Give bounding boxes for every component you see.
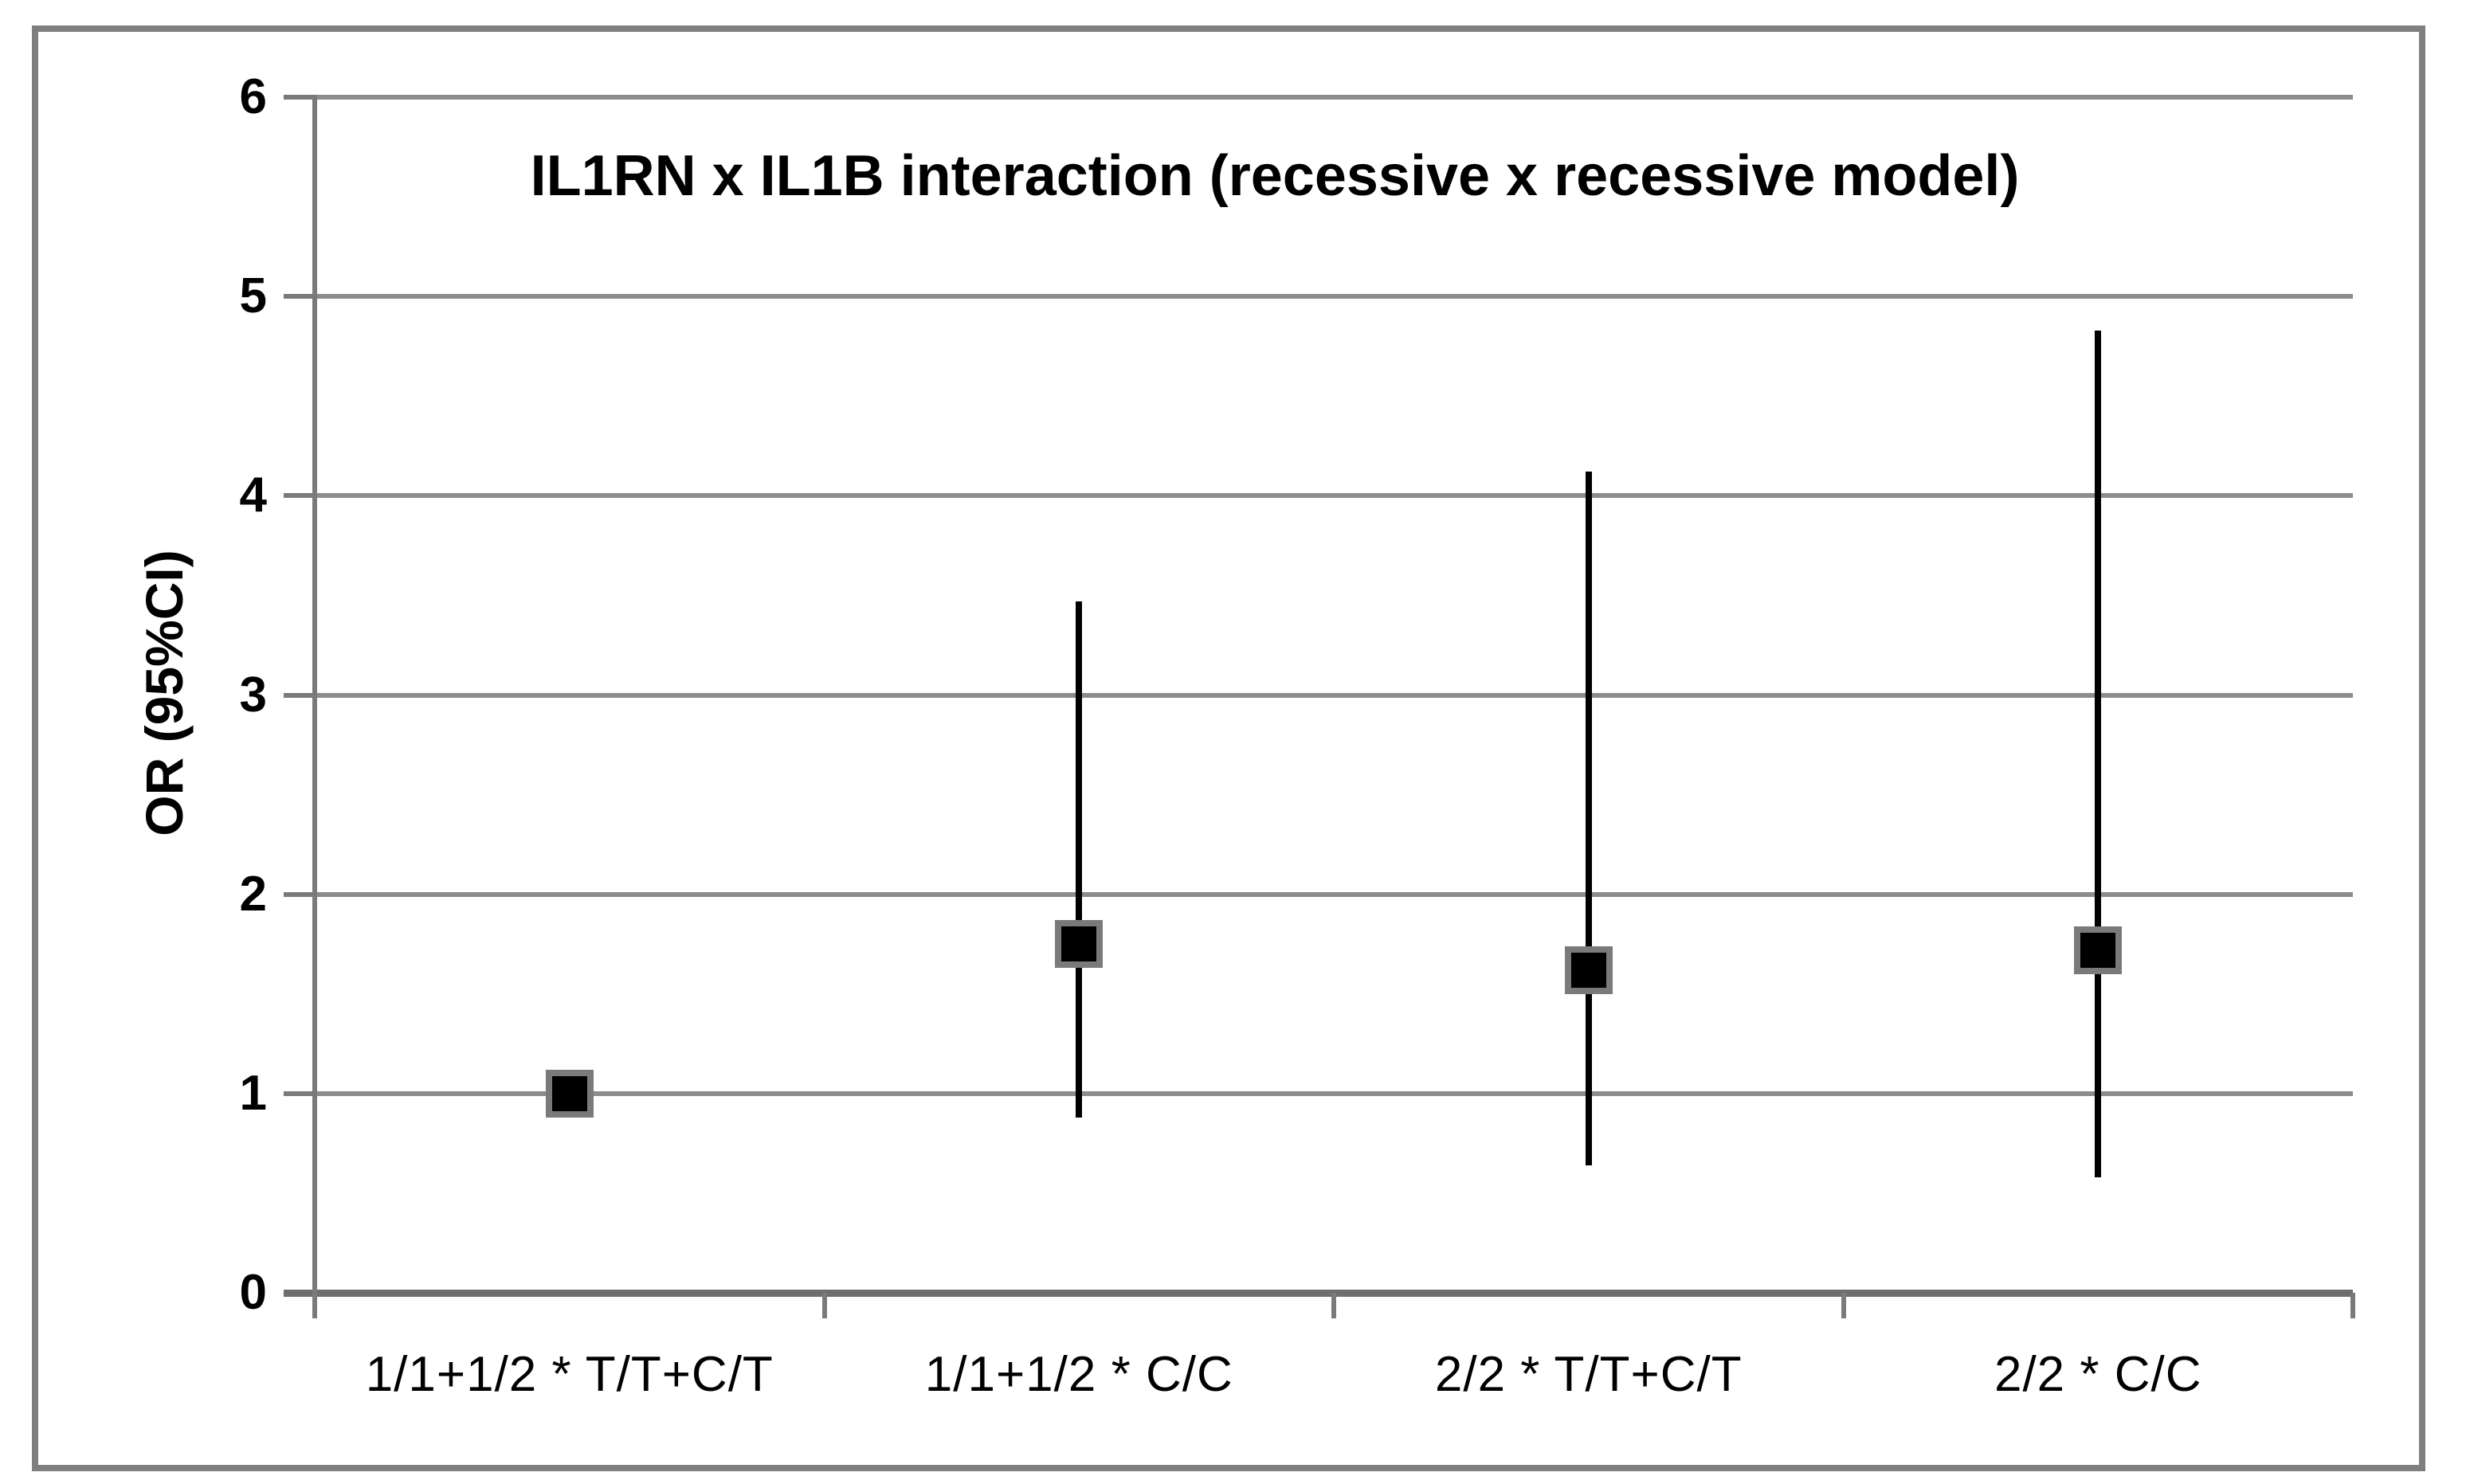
x-axis-tick	[1841, 1293, 1846, 1318]
y-tick-label: 2	[239, 866, 267, 922]
x-axis-line	[284, 1290, 2353, 1297]
y-tick-label: 3	[239, 667, 267, 722]
chart-title: IL1RN x IL1B interaction (recessive x re…	[530, 144, 2020, 208]
x-axis-tick	[821, 1293, 827, 1318]
x-category-label: 2/2 * C/C	[1994, 1347, 2202, 1402]
y-axis-tick	[284, 692, 315, 698]
gridline	[315, 493, 2353, 499]
y-axis-tick	[284, 294, 315, 300]
y-tick-label: 4	[239, 468, 267, 523]
data-point-marker	[2074, 926, 2123, 974]
gridline	[315, 891, 2353, 897]
gridline	[315, 1090, 2353, 1096]
x-axis-tick	[1331, 1293, 1336, 1318]
y-tick-label: 0	[239, 1265, 267, 1320]
error-bar	[2095, 330, 2102, 1177]
y-axis-tick	[284, 1090, 315, 1096]
x-category-label: 2/2 * T/T+C/T	[1434, 1347, 1743, 1402]
chart-outer-frame	[32, 25, 2425, 1471]
gridline	[315, 95, 2353, 100]
y-axis-line	[312, 95, 317, 1318]
x-category-label: 1/1+1/2 * T/T+C/T	[365, 1347, 774, 1402]
gridline	[315, 294, 2353, 300]
y-axis-tick	[284, 95, 315, 100]
y-tick-label: 5	[239, 268, 267, 324]
data-point-marker	[1055, 920, 1104, 969]
error-bar	[1585, 472, 1592, 1165]
gridline	[315, 692, 2353, 698]
data-point-marker	[1564, 946, 1613, 994]
x-axis-tick	[2350, 1293, 2355, 1318]
y-tick-label: 6	[239, 69, 267, 124]
y-axis-tick	[284, 493, 315, 499]
x-axis-tick	[312, 1293, 317, 1318]
y-axis-tick	[284, 891, 315, 897]
error-bar	[1076, 601, 1083, 1118]
y-tick-label: 1	[239, 1065, 267, 1121]
x-category-label: 1/1+1/2 * C/C	[924, 1347, 1233, 1402]
data-point-marker	[545, 1069, 594, 1118]
